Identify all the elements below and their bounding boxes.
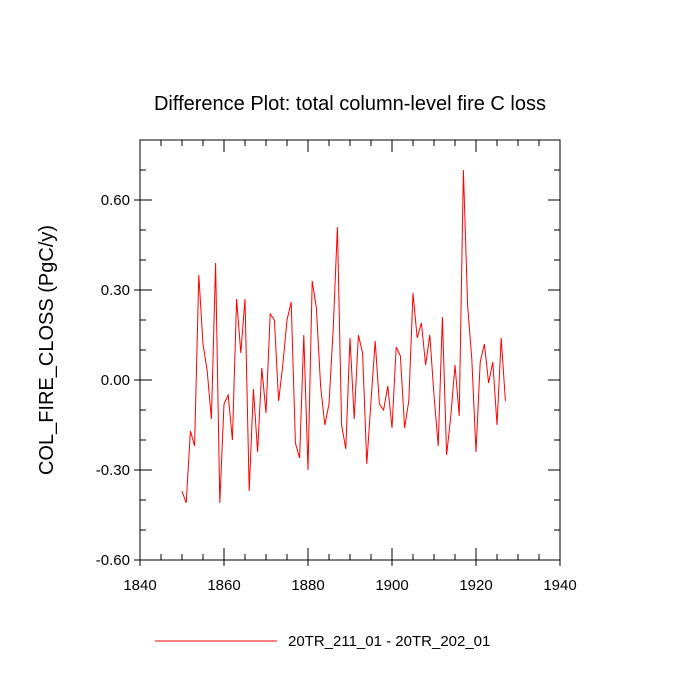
y-tick-label: 0.60	[101, 192, 130, 209]
x-tick-label: 1900	[375, 577, 408, 594]
y-tick-label: 0.00	[101, 372, 130, 389]
x-tick-label: 1860	[207, 577, 240, 594]
series-layer	[181, 169, 506, 504]
x-tick-label: 1880	[291, 577, 324, 594]
axis-tick-labels: 1840 1860 1880 1900 1920 1940 -0.60 -0.30 0.00 0.…	[96, 192, 577, 594]
axis-ticks	[134, 139, 561, 566]
y-tick-label: -0.30	[96, 462, 130, 479]
x-tick-label: 1940	[543, 577, 576, 594]
x-tick-label: 1840	[123, 577, 156, 594]
legend-label: 20TR_211_01 - 20TR_202_01	[288, 633, 490, 650]
chart-title: Difference Plot: total column-level fire…	[154, 93, 546, 115]
series-line	[181, 169, 506, 504]
legend: 20TR_211_01 - 20TR_202_01	[155, 633, 490, 650]
y-tick-label: 0.30	[101, 282, 130, 299]
y-axis-title: COL_FIRE_CLOSS (PgC/y)	[36, 225, 58, 475]
x-tick-label: 1920	[459, 577, 492, 594]
y-tick-label: -0.60	[96, 552, 130, 569]
